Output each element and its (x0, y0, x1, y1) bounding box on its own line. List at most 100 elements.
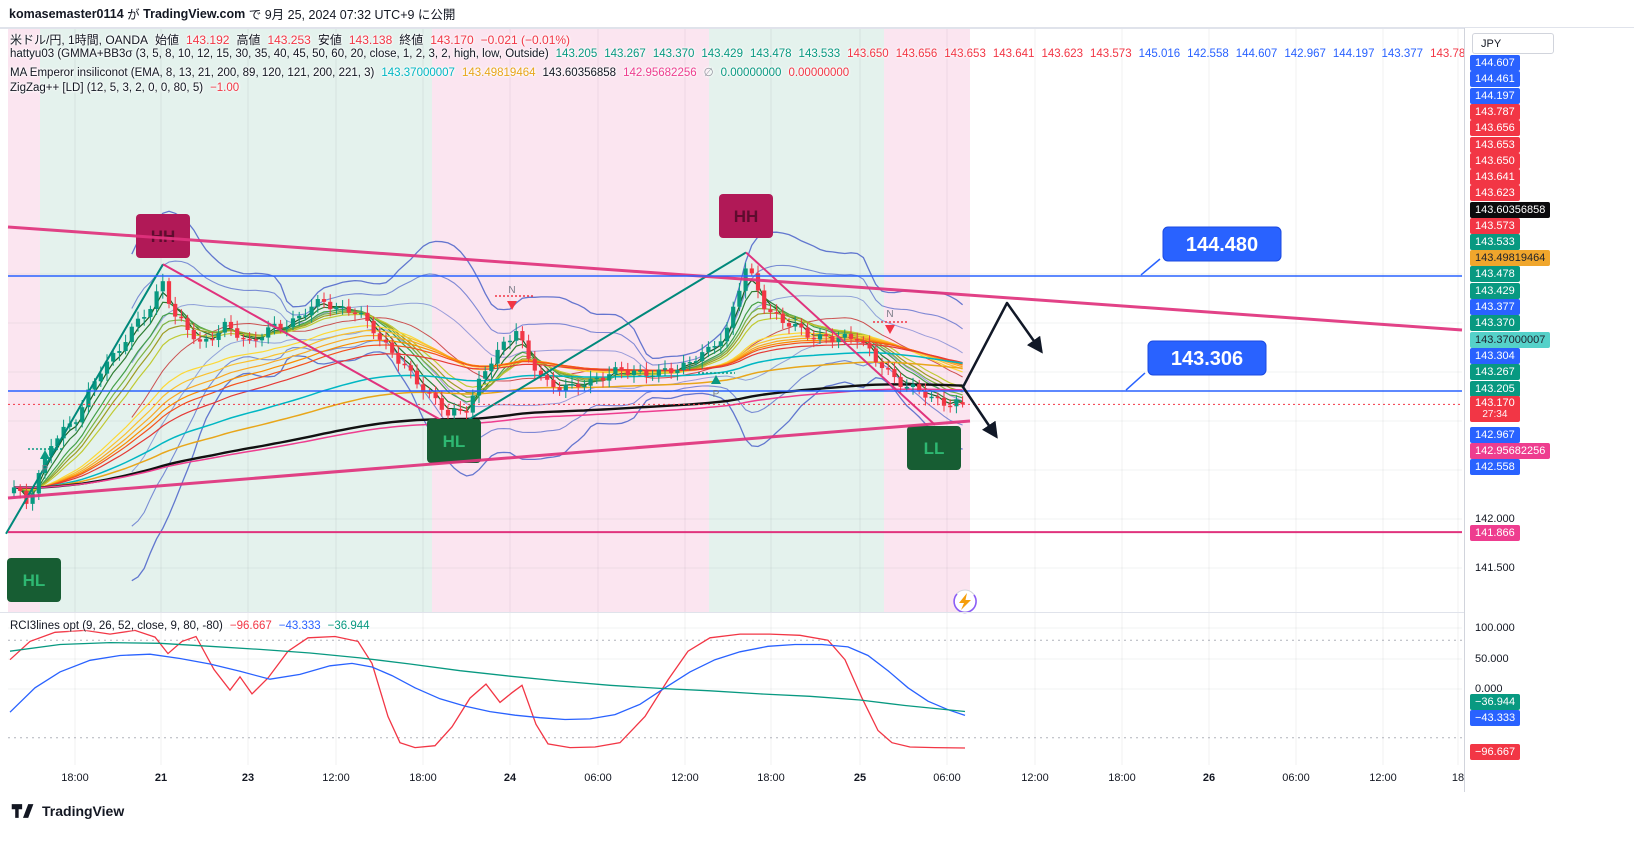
rci-lines (9, 629, 966, 749)
price-label: 144.607 (1470, 55, 1520, 71)
price-callout[interactable] (1162, 226, 1282, 262)
trade-markers: P N P N (28, 285, 908, 475)
time-label: 21 (154, 772, 168, 784)
time-label: 06:00 (1282, 772, 1310, 784)
price-callouts[interactable]: 144.480 143.306 (1125, 226, 1282, 391)
price-label: 144.197 (1470, 88, 1520, 104)
indicator-value: 142.95682256 (623, 67, 697, 79)
indicator-value: 0.00000000 (720, 67, 782, 79)
time-axis[interactable]: 18:00 21 23 12:00 18:00 24 06:00 12:00 18:00 25 06… (0, 766, 1464, 792)
price-label: 143.478 (1470, 266, 1520, 282)
time-label: 24 (503, 772, 517, 784)
indicator-value: 安値 (317, 33, 342, 47)
price-label: 143.533 (1470, 234, 1520, 250)
time-label: 12:00 (671, 772, 699, 784)
time-label: 26 (1202, 772, 1216, 784)
svg-text:N: N (508, 285, 515, 296)
tradingview-logo-icon (11, 804, 34, 818)
tradingview-logo[interactable]: TradingView (10, 800, 124, 822)
indicator-value: 143.653 (944, 48, 986, 60)
rci-value-label: −43.333 (1470, 710, 1521, 726)
swing-label-hh[interactable] (719, 194, 773, 238)
zigzag-lines[interactable] (5, 251, 936, 535)
indicator-value: 143.253 (267, 33, 311, 47)
indicator-value: 終値 (399, 33, 424, 47)
price-label: 142.95682256 (1470, 443, 1551, 459)
price-label: 143.650 (1470, 153, 1520, 169)
indicator-value: −43.333 (278, 620, 321, 632)
price-label: 143.60356858 (1470, 202, 1551, 218)
current-price-label: 143.170 27:34 (1470, 396, 1520, 422)
price-label: 143.656 (1470, 120, 1520, 136)
price-scale[interactable]: 144.607 144.461 144.197 143.787 143.656 143.6… (1464, 28, 1634, 792)
price-label: 142.967 (1470, 427, 1520, 443)
price-tick: 142.000 (1475, 513, 1515, 525)
trend-lines[interactable] (7, 225, 1463, 500)
rci-tick: 100.000 (1475, 622, 1515, 634)
price-tick: 141.500 (1475, 562, 1515, 574)
price-label: 143.370 (1470, 315, 1520, 331)
lightning-icon (959, 593, 971, 610)
indicator-value: 143.641 (992, 48, 1035, 60)
price-label: 143.787 (1470, 104, 1520, 120)
price-label: 143.623 (1470, 185, 1520, 201)
time-label: 25 (853, 772, 867, 784)
price-level-lines[interactable] (8, 275, 1462, 534)
indicator-value: −36.944 (327, 620, 370, 632)
indicator-title[interactable]: ZigZag++ [LD] (12, 5, 3, 2, 0, 0, 80, 5) (10, 82, 204, 94)
swing-label-hh[interactable] (136, 214, 190, 258)
price-label: 143.429 (1470, 283, 1520, 299)
svg-text:HH: HH (734, 207, 759, 226)
footer-bar: TradingView (0, 792, 1634, 861)
indicator-title[interactable]: 米ドル/円, 1時間, OANDA (10, 33, 149, 47)
svg-text:LL: LL (924, 439, 945, 458)
swing-label-ll[interactable] (907, 426, 961, 470)
swing-label-hl[interactable] (7, 558, 61, 602)
price-label: 141.866 (1470, 525, 1520, 541)
publish-info: で 9月 25, 2024 07:32 UTC+9 に公開 (245, 8, 456, 22)
price-callout[interactable] (1147, 340, 1267, 376)
indicator-value: 143.267 (604, 48, 646, 60)
legend-row: 米ドル/円, 1時間, OANDA 始値 143.192 高値 143.253 安値 143… (10, 31, 577, 48)
price-label: 143.49819464 (1470, 250, 1551, 266)
indicator-value: 142.558 (1187, 48, 1229, 60)
price-label: 143.653 (1470, 137, 1520, 153)
price-label: 144.461 (1470, 71, 1520, 87)
indicator-value: 143.650 (847, 48, 889, 60)
buy-marker-icon (40, 450, 50, 459)
flash-idea-button[interactable] (953, 589, 977, 614)
indicator-title[interactable]: hattyu03 (GMMA+BB3σ (3, 5, 8, 10, 12, 15… (10, 48, 549, 60)
grid (8, 29, 1462, 765)
time-label: 06:00 (584, 772, 612, 784)
price-label: 143.573 (1470, 218, 1520, 234)
publisher-username[interactable]: komasemaster0114 (9, 6, 124, 21)
indicator-value: 144.197 (1332, 48, 1375, 60)
svg-text:HL: HL (443, 432, 466, 451)
price-label: 143.37000007 (1470, 332, 1551, 348)
svg-text:N: N (886, 309, 893, 320)
time-label: 18:00 (757, 772, 785, 784)
svg-text:HL: HL (23, 571, 46, 590)
buy-marker-icon (711, 375, 721, 384)
indicator-value: 144.607 (1235, 48, 1278, 60)
indicator-value: 143.205 (555, 48, 598, 60)
indicator-value: 143.377 (1381, 48, 1424, 60)
time-label: 18:00 (1108, 772, 1136, 784)
indicator-title[interactable]: MA Emperor insiliconot (EMA, 8, 13, 21, … (10, 67, 375, 79)
swing-label-hl[interactable] (427, 419, 481, 463)
indicator-value: 143.37000007 (381, 67, 455, 79)
arrow-annotations[interactable] (961, 301, 1043, 439)
svg-text:P: P (42, 464, 49, 475)
indicator-title[interactable]: RCI3lines opt (9, 26, 52, close, 9, 80, … (10, 620, 223, 632)
candles (11, 262, 965, 511)
time-label: 18:00 (409, 772, 437, 784)
swing-labels[interactable]: HLHHHLHHLL (7, 194, 961, 602)
indicator-value: 143.533 (798, 48, 841, 60)
indicator-value: 143.478 (749, 48, 792, 60)
indicator-value: 143.60356858 (542, 67, 617, 79)
indicator-value: 143.656 (895, 48, 938, 60)
currency-unit-button[interactable]: JPY (1472, 33, 1554, 54)
time-label: 18:00 (61, 772, 89, 784)
indicator-value: 143.787 (1430, 48, 1472, 60)
